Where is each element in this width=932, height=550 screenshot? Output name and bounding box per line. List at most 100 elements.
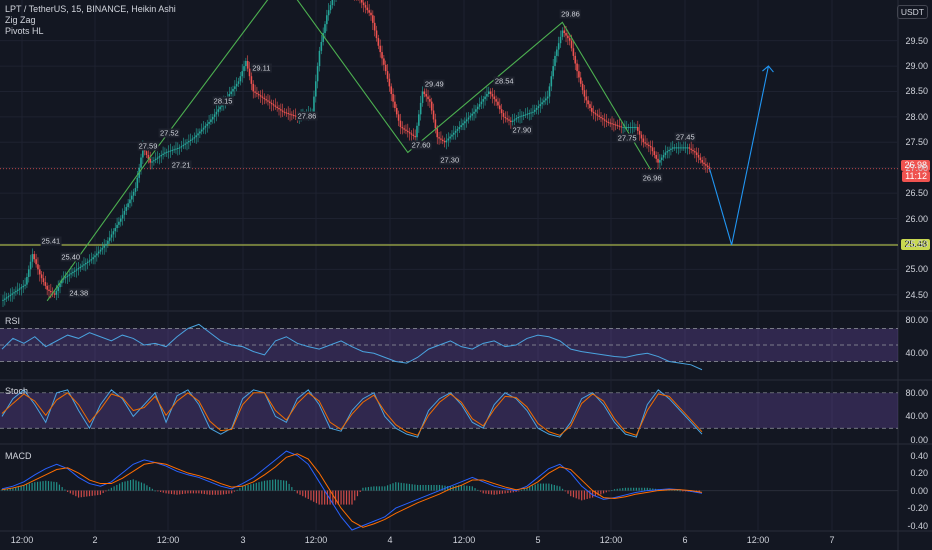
rsi-tick-label: 80.00 [905, 315, 928, 326]
macd-histogram-bar [239, 488, 241, 491]
candle-body [200, 129, 203, 132]
macd-histogram-bar [198, 490, 200, 494]
candle-body [11, 293, 13, 295]
candle-body [410, 133, 413, 135]
macd-histogram-bar [600, 490, 602, 495]
stoch-tick-label: 0.00 [910, 435, 928, 446]
macd-histogram-bar [45, 480, 47, 491]
indicator-zigzag[interactable]: Zig Zag [5, 15, 36, 25]
candle-body [188, 141, 190, 143]
macd-histogram-bar [176, 490, 178, 495]
stoch-pane-label[interactable]: Stoch [5, 386, 29, 396]
macd-histogram-bar [20, 485, 22, 491]
candle-body [322, 33, 324, 42]
candle-body [131, 195, 133, 200]
macd-histogram-bar [641, 487, 643, 491]
candle-body [620, 126, 623, 128]
candle-body [368, 10, 370, 13]
candle-body [605, 120, 608, 122]
macd-histogram-bar [83, 490, 85, 497]
candle-body [648, 144, 650, 147]
macd-histogram-bar [602, 490, 605, 494]
candle-body [467, 117, 470, 120]
macd-histogram-bar [129, 480, 132, 491]
candle-body [616, 125, 619, 127]
macd-histogram-bar [151, 488, 153, 491]
pivot-label: 28.54 [493, 76, 515, 86]
candle-body [265, 99, 267, 101]
macd-histogram-bar [619, 488, 621, 491]
macd-histogram-bar [551, 484, 553, 491]
pivot-label: 27.45 [674, 132, 696, 142]
candle-body [668, 149, 670, 152]
macd-histogram-bar [425, 484, 427, 491]
candle-body [217, 109, 220, 112]
candle-body [119, 218, 122, 222]
candle-body [59, 283, 61, 288]
macd-histogram-bar [263, 480, 266, 491]
macd-pane-label[interactable]: MACD [5, 451, 32, 461]
candle-body [585, 96, 588, 101]
candle-body [451, 134, 453, 137]
macd-histogram-bar [225, 490, 227, 495]
candle-body [118, 221, 120, 225]
candle-body [145, 151, 148, 155]
macd-histogram-bar [296, 490, 298, 494]
price-tick-label: 29.50 [905, 35, 928, 46]
candle-body [434, 119, 437, 129]
candle-body [513, 119, 516, 121]
candle-body [493, 96, 496, 100]
macd-histogram-bar [531, 485, 534, 491]
pivot-label: 25.40 [60, 252, 82, 262]
macd-histogram-bar [315, 490, 318, 504]
macd-histogram-bar [496, 490, 498, 495]
candle-body [440, 138, 442, 140]
candle-body [39, 269, 41, 275]
macd-histogram-bar [529, 486, 531, 491]
candle-body [230, 91, 232, 95]
candle-body [362, 2, 365, 6]
macd-histogram-bar [373, 486, 375, 491]
candle-body [44, 282, 47, 286]
macd-histogram-bar [154, 490, 156, 492]
currency-label[interactable]: USDT [896, 5, 928, 19]
candle-body [18, 288, 21, 290]
candle-body [29, 261, 32, 270]
candle-body [684, 147, 687, 149]
candle-body [167, 151, 170, 153]
macd-histogram-bar [332, 490, 334, 505]
candle-body [390, 86, 393, 95]
candle-body [281, 110, 284, 112]
candle-body [215, 111, 218, 115]
macd-histogram-bar [299, 490, 301, 495]
candle-body [556, 49, 558, 56]
candle-body [489, 91, 492, 95]
candle-body [178, 147, 181, 149]
macd-histogram-bar [638, 487, 640, 491]
candle-body [521, 115, 523, 117]
candle-body [487, 91, 490, 95]
macd-histogram-bar [244, 485, 246, 491]
rsi-pane-label[interactable]: RSI [5, 316, 21, 326]
indicator-pivots[interactable]: Pivots HL [5, 26, 44, 36]
candle-body [219, 106, 221, 110]
macd-histogram-bar [15, 487, 17, 491]
candle-body [211, 116, 214, 120]
candle-body [482, 99, 485, 102]
x-tick-label: 6 [682, 535, 688, 545]
macd-histogram-bar [378, 486, 380, 491]
candle-body [283, 111, 286, 113]
candle-body [405, 129, 407, 131]
candle-body [70, 273, 72, 275]
candle-body [57, 287, 59, 291]
candle-body [638, 130, 641, 135]
candle-body [291, 114, 293, 116]
macd-histogram-bar [397, 482, 400, 491]
candle-body [430, 101, 433, 111]
candle-body [250, 76, 253, 84]
candle-body [373, 22, 376, 31]
macd-histogram-bar [255, 482, 257, 491]
candle-body [486, 94, 488, 97]
candle-body [629, 127, 632, 129]
